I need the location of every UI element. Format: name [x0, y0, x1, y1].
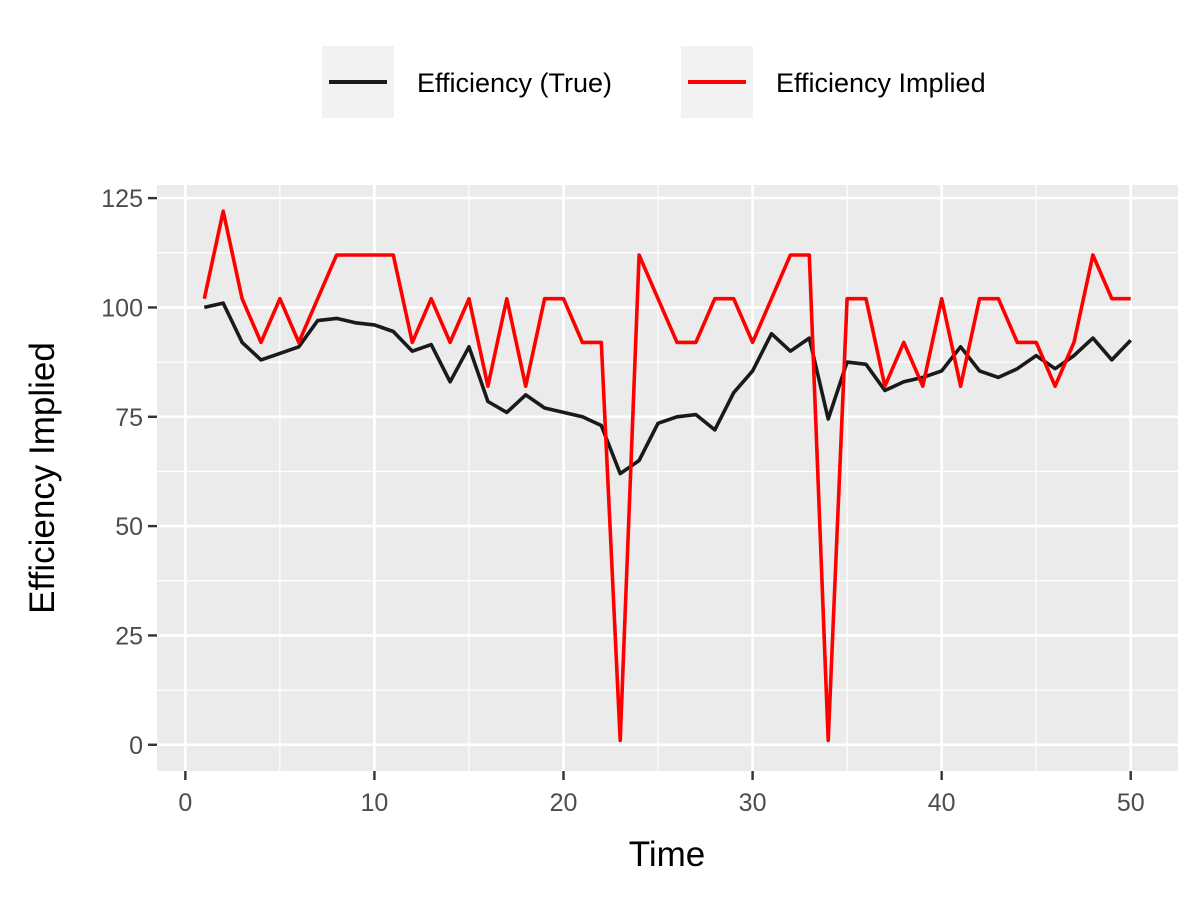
- minor-gridlines: [157, 185, 1178, 771]
- major-gridlines: [157, 185, 1178, 771]
- y-tick-label: 50: [115, 513, 143, 541]
- legend-label-true: Efficiency (True): [417, 68, 612, 98]
- y-tick-label: 100: [101, 294, 143, 322]
- legend-label-implied: Efficiency Implied: [776, 68, 986, 98]
- plot-panel: [157, 185, 1178, 771]
- series-line-efficiency-true: [203, 301, 1132, 476]
- y-tick-label: 75: [115, 404, 143, 432]
- x-axis-title: Time: [629, 835, 705, 874]
- series-line-efficiency-implied: [202, 209, 1131, 743]
- y-tick-label: 25: [115, 622, 143, 650]
- legend: Efficiency (True) Efficiency Implied: [322, 46, 986, 118]
- y-tick-label: 0: [129, 732, 143, 760]
- x-axis: 0 10 20 30 40 50: [178, 771, 1145, 817]
- y-axis-title: Efficiency Implied: [23, 342, 62, 614]
- series-lines: [202, 209, 1132, 743]
- x-tick-label: 50: [1117, 789, 1145, 817]
- y-axis: 0 25 50 75 100 125: [101, 185, 157, 760]
- x-tick-label: 30: [739, 789, 767, 817]
- y-tick-label: 125: [101, 185, 143, 213]
- x-tick-label: 10: [361, 789, 389, 817]
- x-tick-label: 0: [178, 789, 192, 817]
- x-tick-label: 40: [928, 789, 956, 817]
- x-tick-label: 20: [550, 789, 578, 817]
